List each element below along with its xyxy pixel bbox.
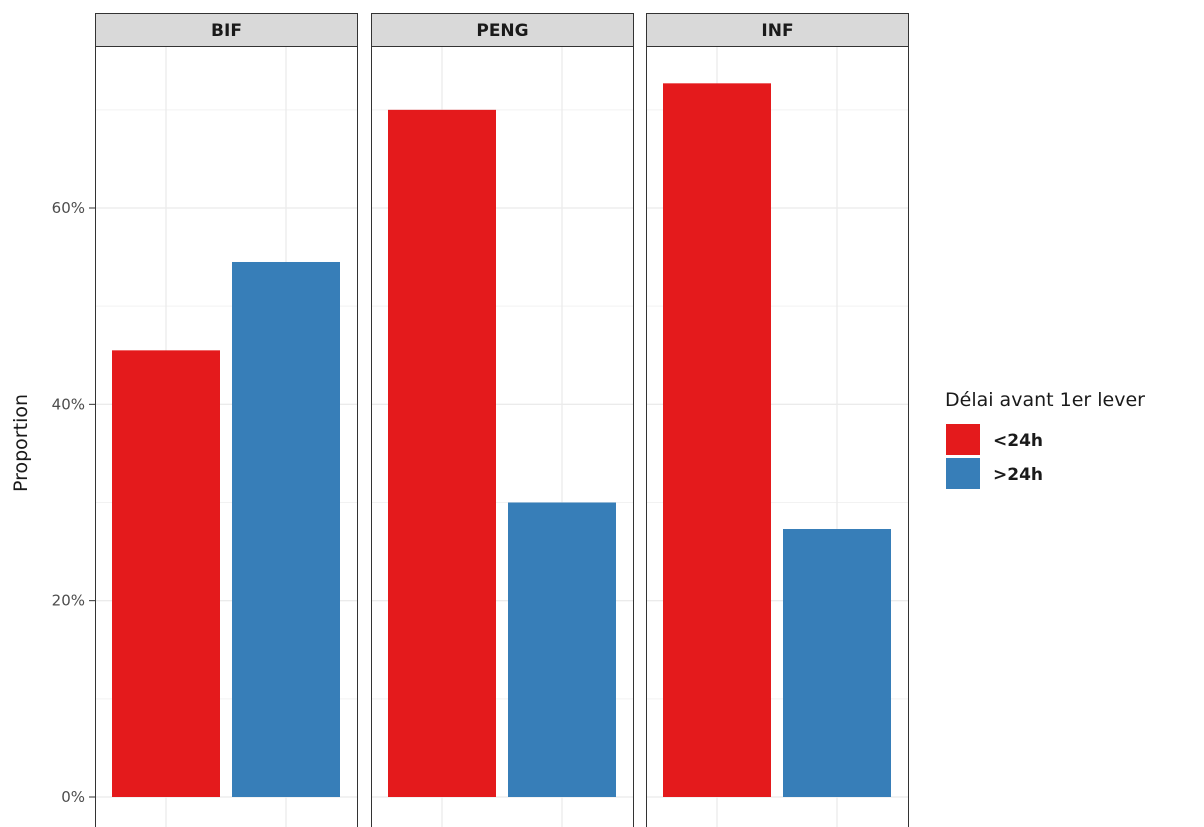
legend-label-gt24h: >24h — [993, 465, 1043, 485]
y-tick-label: 0% — [61, 788, 85, 806]
bar-peng-gt24h — [508, 502, 616, 797]
legend-key-lt24h — [946, 424, 980, 455]
legend-key-gt24h — [946, 458, 980, 489]
facet-strip-label: BIF — [211, 21, 242, 41]
y-tick-label: 20% — [52, 592, 85, 610]
y-tick-label: 40% — [52, 395, 85, 413]
facet-strip — [95, 13, 358, 47]
legend-label-lt24h: <24h — [993, 431, 1043, 451]
legend: Délai avant 1er lever <24h >24h — [945, 389, 1145, 489]
bar-bif-lt24h — [112, 350, 220, 797]
facet-strip-label: PENG — [476, 21, 528, 41]
y-axis: 0% 20% 40% 60% — [52, 199, 95, 806]
facet-strip — [371, 13, 634, 47]
facet-panel-inf: INF — [646, 13, 909, 827]
facet-strip-label: INF — [761, 21, 793, 41]
facet-strip — [646, 13, 909, 47]
facet-panels: BIF PENG INF — [95, 13, 909, 827]
y-tick-label: 60% — [52, 199, 85, 217]
legend-title: Délai avant 1er lever — [945, 389, 1145, 411]
facet-panel-bif: BIF — [95, 13, 358, 827]
bar-peng-lt24h — [388, 109, 496, 798]
bar-inf-lt24h — [663, 83, 771, 798]
bar-inf-gt24h — [783, 529, 891, 797]
facet-panel-peng: PENG — [371, 13, 634, 827]
y-axis-title: Proportion — [10, 394, 32, 492]
bar-bif-gt24h — [232, 261, 340, 797]
